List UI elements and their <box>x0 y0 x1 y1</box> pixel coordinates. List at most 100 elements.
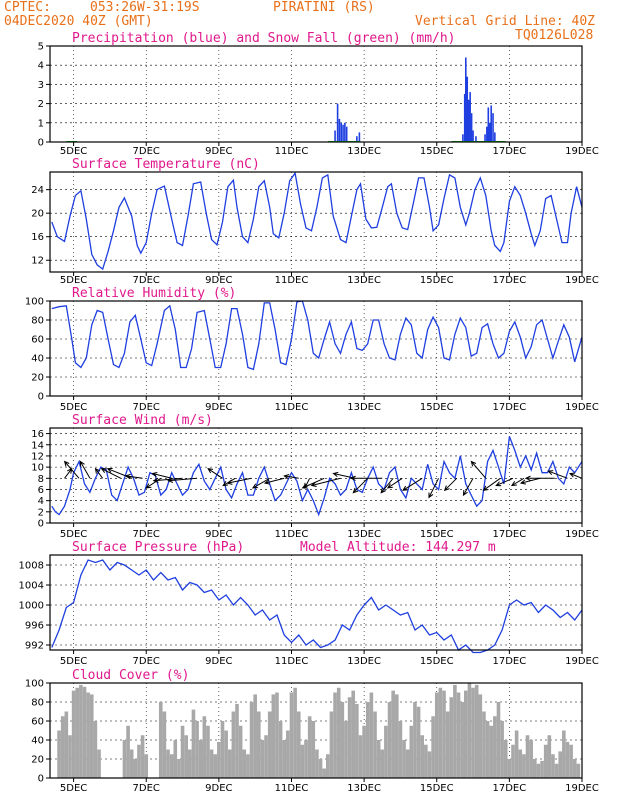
cloud-bar <box>198 740 203 778</box>
cloud-xtick-label: 17DEC <box>493 783 527 794</box>
pressure-ytick-label: 1004 <box>19 581 44 592</box>
wind-arrow <box>380 477 394 494</box>
cloud-xtick-label: 13DEC <box>347 783 381 794</box>
cloud-bar <box>493 716 497 778</box>
pressure-xtick-label: 13DEC <box>347 656 381 667</box>
precip-bar <box>466 76 469 142</box>
wind-arrow <box>63 460 80 479</box>
wind-arrow <box>251 477 270 489</box>
pressure-ytick-label: 1000 <box>19 601 44 612</box>
precip-ytick-label: 3 <box>38 80 44 91</box>
vgrid-label: Vertical Grid Line: 40Z <box>415 14 595 29</box>
wind-arrow <box>352 477 369 494</box>
cloud-bar <box>467 683 472 778</box>
cloud-frame <box>49 682 583 779</box>
cloud-bar <box>569 744 573 778</box>
cloud-bar <box>126 725 130 778</box>
temp-series-line <box>51 171 583 271</box>
cloud-bar <box>68 735 72 778</box>
cloud-bar <box>496 702 501 778</box>
cloud-bar <box>133 759 138 778</box>
cloud-bar <box>485 721 490 778</box>
temp-xtick-label: 13DEC <box>347 275 381 286</box>
wind-arrow <box>124 473 143 480</box>
cloud-bar <box>420 735 425 778</box>
precip-xtick-label: 5DEC <box>60 146 87 157</box>
cloud-bar <box>532 759 537 778</box>
precip-bar <box>487 107 490 142</box>
pressure-panel: Surface Pressure (hPa) Model Altitude: 14… <box>19 540 599 667</box>
precip-frame <box>49 45 583 143</box>
cloud-bar <box>217 741 221 778</box>
precip-bar <box>340 122 343 142</box>
cloud-bar <box>398 721 403 778</box>
precip-bar <box>338 118 341 142</box>
precip-ytick-label: 1 <box>38 118 44 129</box>
cloud-bar <box>322 768 326 778</box>
wind-arrow <box>310 477 341 488</box>
cloud-bar <box>434 692 439 778</box>
wind-frame <box>49 427 583 524</box>
precip-bar <box>484 134 486 142</box>
cloud-bar <box>75 687 80 778</box>
cloud-bar <box>489 725 494 778</box>
cloud-xtick-label: 19DEC <box>565 783 599 794</box>
cloud-bar <box>227 749 232 778</box>
cloud-bar <box>260 740 265 778</box>
rh-xtick-label: 5DEC <box>60 402 87 413</box>
cloud-bar <box>565 741 570 778</box>
wind-arrow <box>470 460 487 479</box>
rh-ytick-label: 80 <box>31 316 44 327</box>
cloud-bar <box>253 694 257 778</box>
precip-bar <box>470 113 473 142</box>
rh-xtick-label: 7DEC <box>133 402 160 413</box>
cloud-bar <box>307 716 312 778</box>
pressure-xtick-label: 7DEC <box>133 656 160 667</box>
cloud-bar <box>267 711 272 778</box>
cloud-bar <box>289 692 294 778</box>
cloud-bar <box>86 692 90 778</box>
pressure-frame <box>49 554 583 651</box>
cloud-bar <box>347 697 352 778</box>
cloud-bar <box>445 711 450 778</box>
cloud-bar <box>333 692 337 778</box>
precip-bar <box>462 134 464 142</box>
temp-ytick-label: 12 <box>31 256 44 267</box>
cloud-bar <box>340 702 345 778</box>
cloud-bar <box>514 730 519 778</box>
wind-arrow <box>443 477 458 492</box>
pressure-ytick-label: 996 <box>25 621 44 632</box>
rh-xtick-label: 11DEC <box>275 402 309 413</box>
cloud-bar <box>355 703 359 778</box>
cloud-bar <box>336 687 341 778</box>
rh-series-line <box>51 300 583 371</box>
rh-ytick-label: 0 <box>38 392 44 403</box>
pressure-xtick-label: 9DEC <box>205 656 232 667</box>
precip-bar <box>486 126 488 142</box>
cloud-ytick-label: 40 <box>31 736 44 747</box>
cloud-title: Cloud Cover (%) <box>72 668 189 683</box>
cloud-bar <box>471 687 475 778</box>
cloud-xtick-label: 5DEC <box>60 783 87 794</box>
precip-xtick-label: 9DEC <box>205 146 232 157</box>
cloud-ytick-label: 100 <box>25 679 44 690</box>
wind-xtick-label: 11DEC <box>275 529 309 540</box>
wind-arrow <box>301 477 325 489</box>
cloud-bar <box>463 690 468 778</box>
cloud-bar <box>79 684 83 778</box>
cloud-bar <box>122 740 127 778</box>
cloud-bar <box>547 735 552 778</box>
cloud-bar <box>387 702 392 778</box>
precip-bar <box>472 130 474 142</box>
precip-ytick-label: 2 <box>38 99 44 110</box>
wind-ytick-label: 0 <box>38 519 44 530</box>
cloud-bar <box>184 735 188 778</box>
wind-xtick-label: 15DEC <box>420 529 454 540</box>
cloud-bar <box>89 694 94 778</box>
wind-arrow <box>462 478 474 497</box>
wind-arrow <box>510 477 525 487</box>
precip-bar <box>492 113 494 142</box>
precip-bar <box>345 126 348 142</box>
temp-xtick-label: 17DEC <box>493 275 527 286</box>
